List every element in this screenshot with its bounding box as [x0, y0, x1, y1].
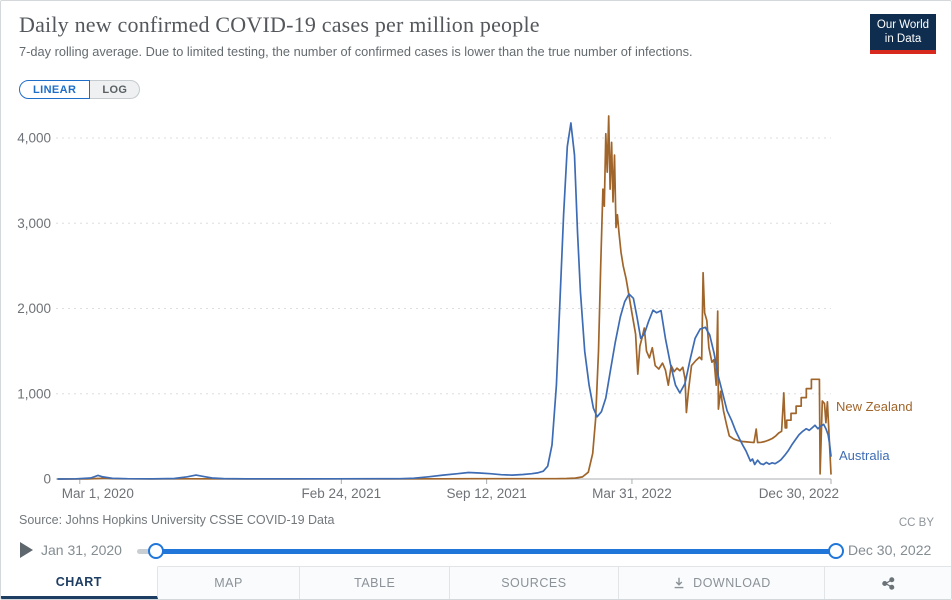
tab-table[interactable]: TABLE [300, 566, 451, 599]
series-label-australia[interactable]: Australia [839, 448, 890, 463]
series-line-australia [57, 122, 832, 480]
tab-sources-label: SOURCES [501, 576, 567, 590]
timeline-handle-end[interactable] [828, 543, 844, 559]
share-icon [881, 576, 896, 591]
x-tick-label: Feb 24, 2021 [302, 486, 382, 501]
tab-chart-label: CHART [55, 574, 102, 589]
source-text: Source: Johns Hopkins University CSSE CO… [19, 513, 335, 527]
x-tick-label: Dec 30, 2022 [759, 486, 839, 501]
log-button[interactable]: LOG [90, 80, 141, 99]
owid-logo-text: Our World in Data [876, 19, 930, 45]
bottom-tab-bar: CHART MAP TABLE SOURCES DOWNLOAD [1, 566, 951, 599]
tab-sources[interactable]: SOURCES [450, 566, 619, 599]
x-tick-label: Mar 31, 2022 [592, 486, 672, 501]
timeline-handle-start[interactable] [148, 543, 164, 559]
timeline-start-date: Jan 31, 2020 [41, 542, 122, 558]
page-title: Daily new confirmed COVID-19 cases per m… [19, 12, 540, 37]
tab-chart[interactable]: CHART [1, 566, 158, 599]
linear-button[interactable]: LINEAR [19, 80, 91, 99]
tab-map[interactable]: MAP [157, 566, 301, 599]
y-tick-label: 2,000 [17, 301, 51, 316]
tab-share[interactable] [825, 566, 951, 599]
tab-table-label: TABLE [354, 576, 396, 590]
download-icon [672, 576, 686, 590]
x-tick-label: Mar 1, 2020 [62, 486, 134, 501]
tab-download[interactable]: DOWNLOAD [618, 566, 826, 599]
y-tick-label: 0 [43, 472, 51, 487]
tab-download-label: DOWNLOAD [693, 576, 771, 590]
x-tick-label: Sep 12, 2021 [446, 486, 526, 501]
series-line-new-zealand [57, 115, 832, 480]
license-link[interactable]: CC BY [898, 517, 934, 529]
timeline-track[interactable] [137, 549, 156, 554]
y-tick-label: 3,000 [17, 216, 51, 231]
chart-subtitle: 7-day rolling average. Due to limited te… [19, 44, 693, 59]
owid-logo-red-bar [870, 50, 936, 54]
play-button[interactable] [20, 542, 33, 558]
timeline-end-date: Dec 30, 2022 [848, 542, 932, 558]
timeline-selected-range[interactable] [156, 549, 837, 554]
scale-toggle: LINEAR LOG [19, 80, 141, 99]
y-tick-label: 1,000 [17, 386, 51, 401]
series-label-new-zealand[interactable]: New Zealand [836, 399, 913, 414]
y-tick-label: 4,000 [17, 131, 51, 146]
owid-logo[interactable]: Our World in Data [870, 14, 936, 54]
tab-map-label: MAP [214, 576, 243, 590]
